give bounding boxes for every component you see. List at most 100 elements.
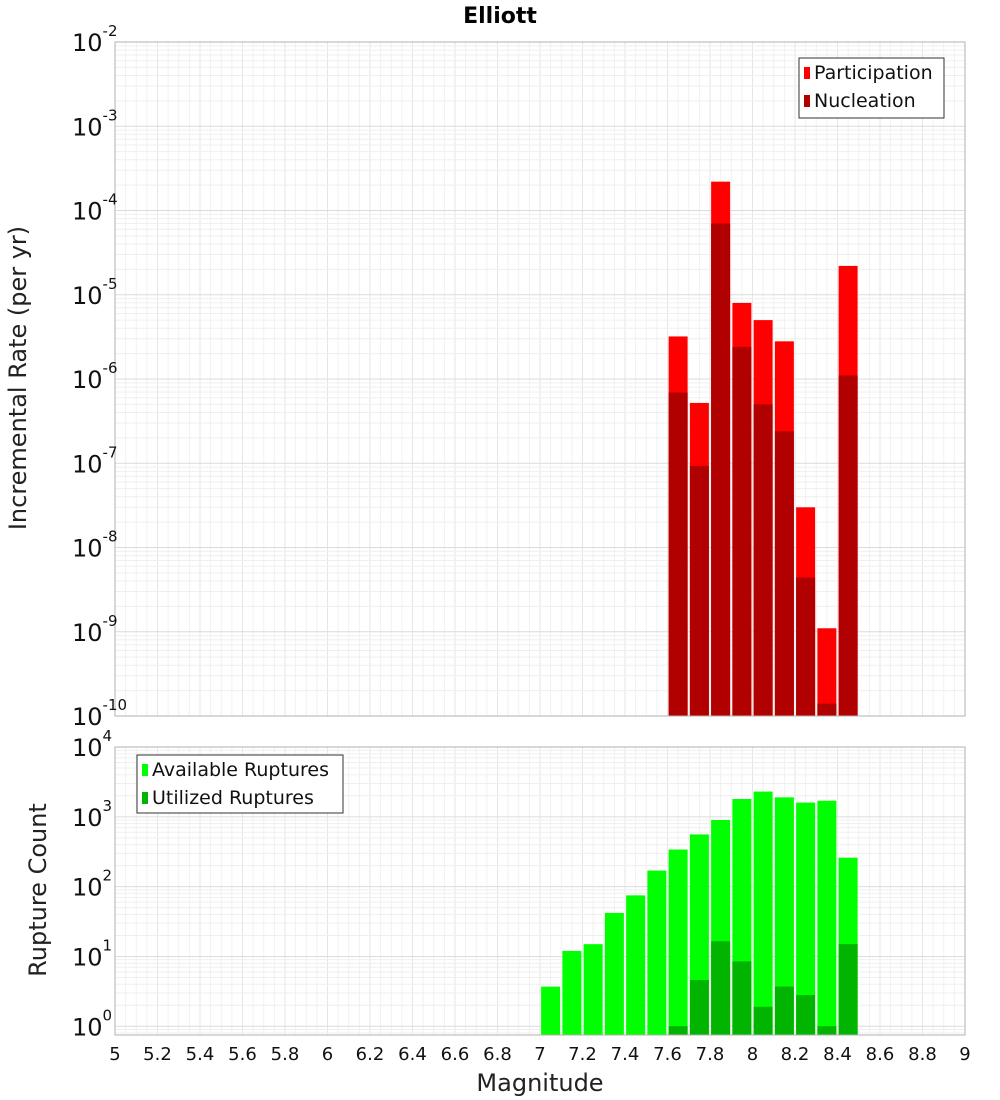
y-tick-base: 10 [72,619,103,647]
x-tick-label: 6.4 [398,1044,427,1065]
legend-box [136,754,344,814]
chart-title: Elliott [463,4,537,29]
bar-nucleation [774,431,794,716]
legend-box [798,57,945,119]
y-tick-label: 10-6 [72,359,118,394]
legend-label: Available Ruptures [152,759,329,781]
y-tick-exponent: 1 [103,936,113,954]
y-tick-exponent: 2 [103,867,113,885]
legend: Available Ruptures Utilized Ruptures [136,754,344,814]
y-tick-label: 103 [72,797,112,832]
x-tick-label: 7.8 [696,1044,725,1065]
y-tick-label: 102 [72,867,112,902]
grid [114,41,966,717]
y-tick-base: 10 [72,943,103,971]
bar-nucleation [753,404,773,716]
y-tick-label: 10-10 [72,696,127,731]
x-tick-label: 7.4 [611,1044,640,1065]
bar-utilized-ruptures [753,1006,773,1035]
bar-utilized-ruptures [711,941,731,1035]
bar-utilized-ruptures [774,986,794,1035]
bar-utilized-ruptures [817,1026,837,1035]
bar-available-ruptures [647,870,667,1035]
bar-available-ruptures [541,986,561,1035]
y-tick-exponent: 4 [103,727,113,745]
x-tick-label: 6.2 [356,1044,385,1065]
x-tick-label: 8.8 [908,1044,937,1065]
y-tick-base: 10 [72,874,103,902]
y-tick-base: 10 [72,804,103,832]
bar-nucleation [838,375,858,716]
y-tick-exponent: -8 [103,528,118,546]
bar-utilized-ruptures [668,1026,688,1035]
bar-available-ruptures [604,912,624,1035]
legend-label: Nucleation [814,90,916,112]
rate-panel: 10-1010-910-810-710-610-510-410-310-2Par… [72,22,966,731]
y-tick-exponent: -4 [103,191,118,209]
y-tick-exponent: -3 [103,106,118,124]
y-tick-exponent: -7 [103,443,118,461]
bar-nucleation [732,346,752,716]
y-tick-base: 10 [72,282,103,310]
x-tick-label: 8 [747,1044,758,1065]
legend-label: Utilized Ruptures [152,787,314,809]
x-axis-label: Magnitude [476,1069,603,1097]
bar-available-ruptures [562,950,582,1035]
x-tick-label: 7 [534,1044,545,1065]
x-tick-label: 6.8 [483,1044,512,1065]
bar-available-ruptures [774,797,794,1035]
y-tick-base: 10 [72,366,103,394]
legend-swatch [804,95,810,107]
bottom-y-axis-label: Rupture Count [24,803,52,977]
x-tick-label: 7.2 [568,1044,597,1065]
bar-available-ruptures [817,800,837,1035]
bar-nucleation [689,465,709,716]
y-tick-exponent: 0 [103,1006,113,1024]
bar-participation [817,628,837,716]
y-tick-exponent: -5 [103,275,118,293]
y-tick-label: 101 [72,936,112,971]
y-tick-base: 10 [72,1013,103,1041]
bar-nucleation [711,223,731,717]
y-tick-label: 10-7 [72,443,118,478]
y-tick-base: 10 [72,450,103,478]
y-tick-base: 10 [72,535,103,563]
bars [668,181,858,717]
bar-available-ruptures [583,944,603,1035]
legend-label: Participation [814,62,933,84]
y-tick-exponent: -2 [103,22,118,40]
x-tick-label: 7.6 [653,1044,682,1065]
y-tick-base: 10 [72,198,103,226]
bars [541,791,858,1035]
bar-utilized-ruptures [796,995,816,1035]
plot-frame [114,41,966,717]
x-tick-label: 8.6 [866,1044,895,1065]
x-tick-label: 6.6 [441,1044,470,1065]
x-tick-label: 9 [959,1044,970,1065]
y-tick-label: 100 [72,1006,112,1041]
x-tick-label: 8.4 [823,1044,852,1065]
y-tick-label: 10-8 [72,528,118,563]
legend-swatch [804,67,810,79]
bar-nucleation [817,703,837,716]
bar-utilized-ruptures [838,944,858,1035]
y-tick-label: 10-3 [72,106,118,141]
bar-available-ruptures [626,895,646,1035]
y-tick-label: 10-5 [72,275,118,310]
x-tick-label: 5.2 [143,1044,172,1065]
y-tick-exponent: -6 [103,359,118,377]
y-tick-label: 104 [72,727,112,762]
bar-available-ruptures [796,802,816,1035]
bar-available-ruptures [668,849,688,1035]
plot-frame [114,746,966,1036]
y-tick-label: 10-4 [72,191,118,226]
bar-nucleation [796,577,816,716]
y-tick-exponent: 3 [103,797,113,815]
x-ticks: 5 5.2 5.4 5.6 5.8 6 6.2 6.4 6.6 6.8 7 7.2 7.4 7.6 7.8 8… [109,1044,970,1065]
legend-swatch [142,792,148,804]
y-tick-base: 10 [72,29,103,57]
